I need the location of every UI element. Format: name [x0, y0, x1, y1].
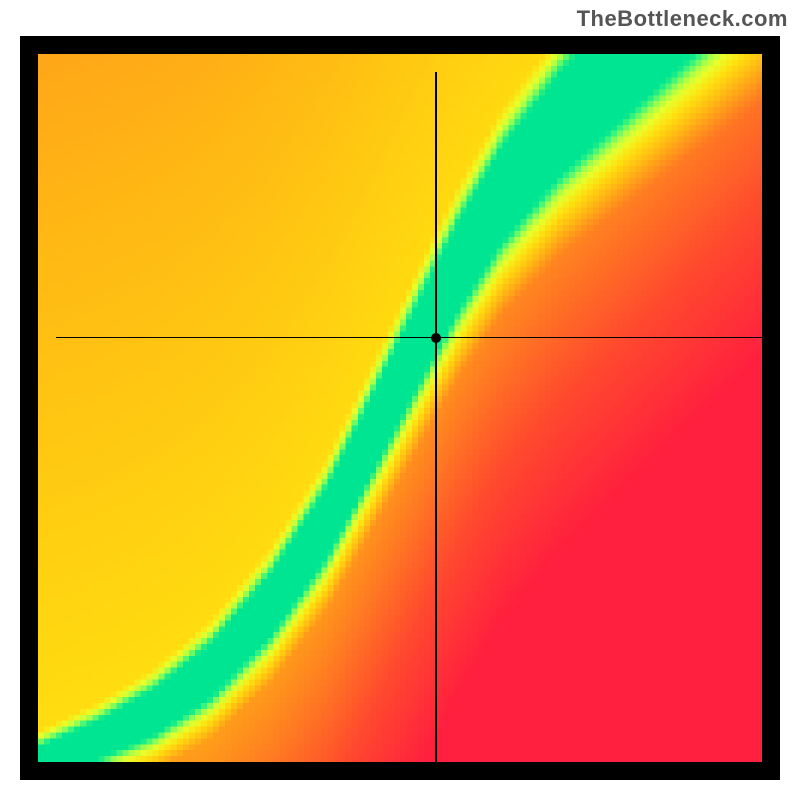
marker-point — [431, 333, 441, 343]
heatmap-canvas — [38, 54, 762, 762]
chart-container: TheBottleneck.com — [0, 0, 800, 800]
crosshair-vertical — [435, 72, 437, 780]
watermark-text: TheBottleneck.com — [577, 6, 788, 32]
crosshair-horizontal — [56, 337, 780, 339]
plot-frame — [20, 36, 780, 780]
